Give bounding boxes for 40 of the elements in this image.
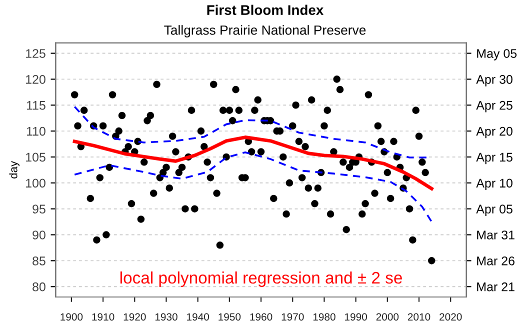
x-tick-label: 1960 xyxy=(250,313,272,321)
y2-tick-label: Apr 30 xyxy=(476,75,512,86)
y-tick-label: 125 xyxy=(26,49,46,58)
x-tick-label: 1930 xyxy=(155,313,178,321)
x-tick-label: 2010 xyxy=(408,313,430,321)
y-tick-label: 95 xyxy=(32,204,46,214)
line-series xyxy=(74,151,433,223)
annotation: local polynomial regression and ± 2 se xyxy=(120,271,402,287)
x-tick-label: 1940 xyxy=(187,313,210,321)
x-tick-label: 1920 xyxy=(124,313,146,321)
y-tick-label: 80 xyxy=(32,282,46,292)
y2-tick-label: Apr 25 xyxy=(476,100,512,112)
line-series xyxy=(72,136,434,190)
y2-tick-label: Apr 05 xyxy=(476,204,512,216)
y2-tick-label: Apr 15 xyxy=(476,152,512,164)
y-tick-label: 90 xyxy=(32,230,46,240)
y2-tick-label: Mar 26 xyxy=(477,256,514,266)
chart-title: First Bloom Index xyxy=(207,4,324,15)
x-tick-label: 2000 xyxy=(376,313,399,321)
x-tick-label: 1990 xyxy=(345,313,367,321)
x-tick-label: 1970 xyxy=(282,313,304,321)
x-tick-label: 2020 xyxy=(440,313,462,321)
y2-tick-label: Apr 10 xyxy=(476,178,512,190)
y-tick-label: 85 xyxy=(32,256,46,266)
y-tick-label: 100 xyxy=(26,178,46,188)
y-tick-label: 120 xyxy=(26,75,46,84)
x-tick-label: 1980 xyxy=(313,313,336,321)
line-series xyxy=(74,106,430,158)
y-tick-label: 105 xyxy=(26,152,46,162)
x-tick-label: 1910 xyxy=(92,313,114,321)
y2-tick-label: Mar 31 xyxy=(477,230,514,240)
y-tick-label: 115 xyxy=(26,101,46,110)
y2-tick-label: May 05 xyxy=(477,49,517,60)
y2-tick-label: Mar 21 xyxy=(477,282,514,292)
x-tick-label: 1950 xyxy=(218,313,241,321)
y-tick-label: 110 xyxy=(26,126,46,136)
chart-subtitle: Tallgrass Prairie National Preserve xyxy=(164,25,366,38)
y-axis-title: day xyxy=(9,161,20,178)
x-tick-label: 1900 xyxy=(60,313,83,321)
y2-tick-label: Apr 20 xyxy=(476,126,512,138)
